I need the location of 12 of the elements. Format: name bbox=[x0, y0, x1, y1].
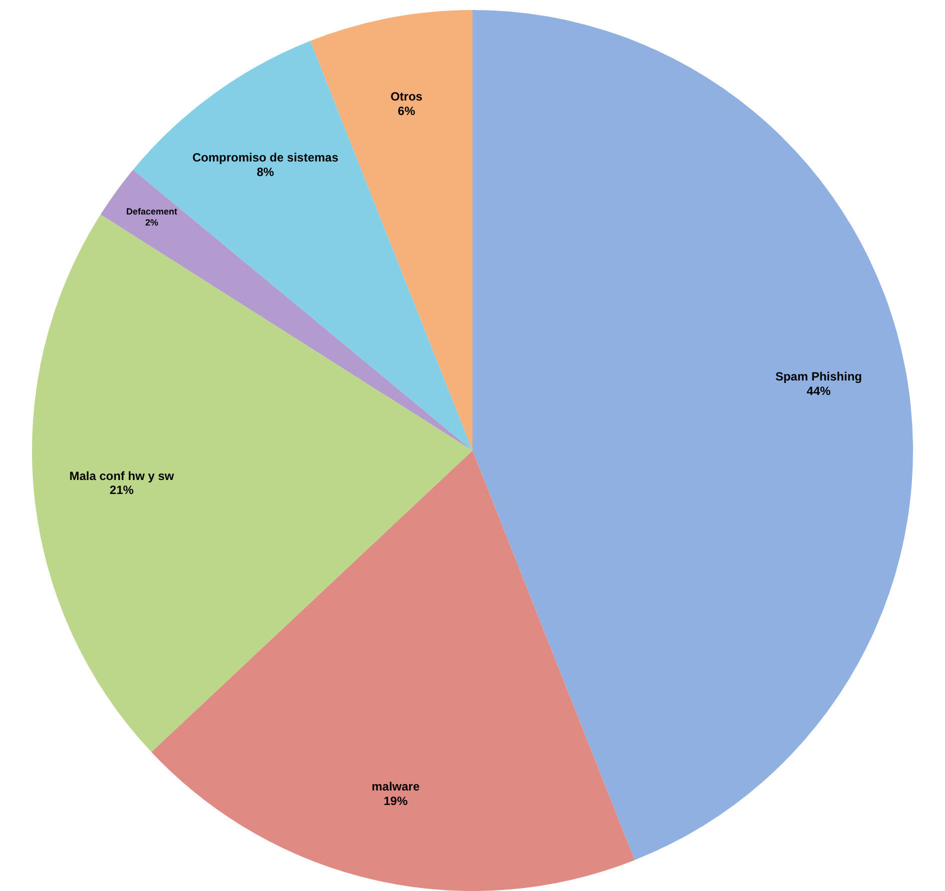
slice-label: Compromiso de sistemas bbox=[192, 150, 339, 165]
data-label: 21% bbox=[110, 483, 134, 498]
data-label: 19% bbox=[384, 794, 408, 808]
slice-label: malware bbox=[372, 780, 420, 794]
data-label: 8% bbox=[256, 164, 274, 179]
slice-label: Defacement bbox=[126, 206, 178, 217]
data-label: 44% bbox=[806, 384, 831, 398]
slice-label: Otros bbox=[390, 89, 423, 104]
slice-label: Mala conf hw y sw bbox=[69, 468, 175, 483]
data-label: 2% bbox=[145, 217, 158, 228]
slice-label: Spam Phishing bbox=[775, 370, 862, 384]
data-label: 6% bbox=[398, 104, 416, 118]
